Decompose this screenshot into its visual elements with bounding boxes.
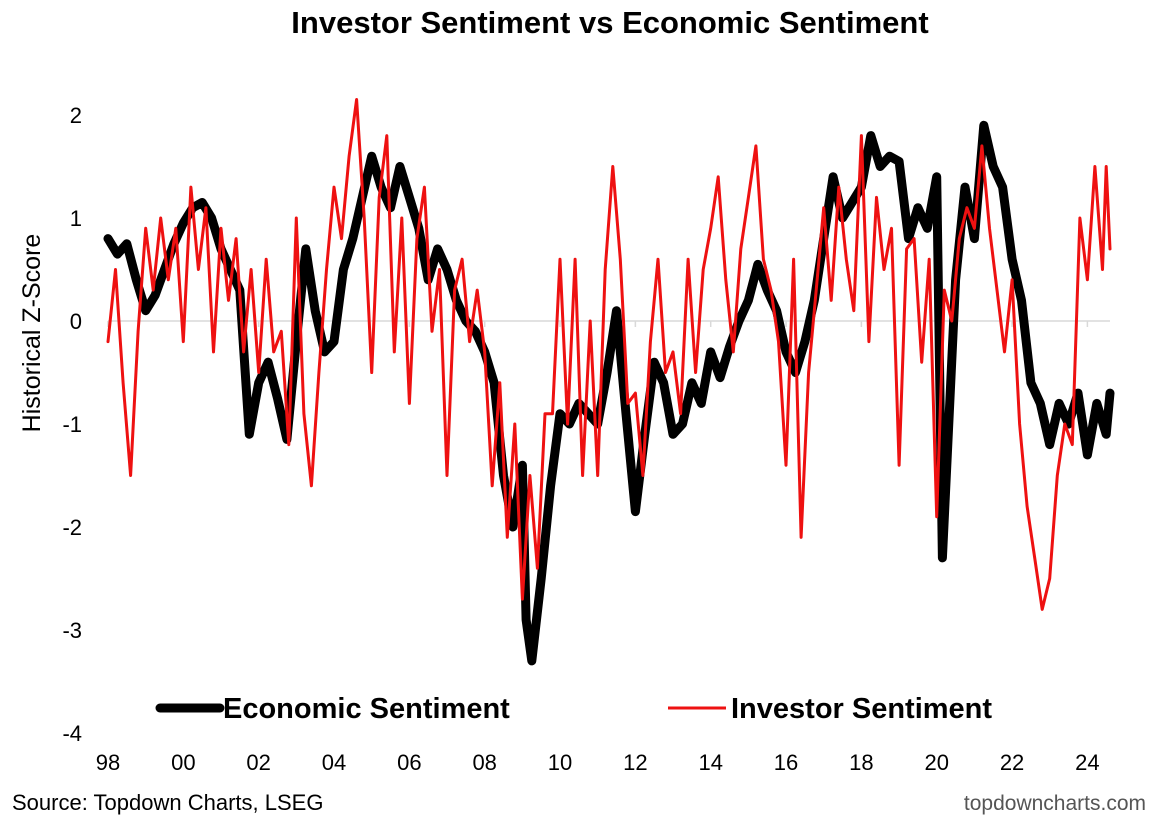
x-tick-label: 24 bbox=[1075, 750, 1099, 775]
y-tick-label: 2 bbox=[70, 103, 82, 128]
x-tick-label: 14 bbox=[698, 750, 722, 775]
x-tick-label: 18 bbox=[849, 750, 873, 775]
x-tick-label: 10 bbox=[548, 750, 572, 775]
y-tick-label: -4 bbox=[62, 721, 82, 746]
y-axis-ticks: 2 1 0 -1 -2 -3 -4 bbox=[62, 103, 82, 746]
legend: Economic Sentiment Investor Sentiment bbox=[155, 693, 992, 725]
x-tick-label: 22 bbox=[1000, 750, 1024, 775]
y-tick-label: -3 bbox=[62, 618, 82, 643]
legend-label-economic: Economic Sentiment bbox=[223, 693, 510, 725]
series-line-investor-sentiment bbox=[106, 98, 1112, 611]
x-axis-ticks: 98 00 02 04 06 08 10 12 14 16 18 20 22 24 bbox=[96, 750, 1100, 775]
x-tick-label: 00 bbox=[171, 750, 195, 775]
x-tick-label: 98 bbox=[96, 750, 120, 775]
series-layer bbox=[103, 98, 1115, 666]
y-axis-label: Historical Z-Score bbox=[18, 234, 46, 433]
x-tick-label: 16 bbox=[774, 750, 798, 775]
x-tick-label: 02 bbox=[246, 750, 270, 775]
source-note: Source: Topdown Charts, LSEG bbox=[12, 790, 323, 815]
series-line-economic-sentiment bbox=[103, 120, 1115, 666]
x-tick-label: 20 bbox=[924, 750, 948, 775]
y-tick-label: -1 bbox=[62, 412, 82, 437]
brand-watermark: topdowncharts.com bbox=[964, 792, 1146, 815]
y-tick-label: 0 bbox=[70, 309, 82, 334]
x-tick-label: 04 bbox=[322, 750, 346, 775]
y-tick-label: -2 bbox=[62, 515, 82, 540]
x-tick-label: 06 bbox=[397, 750, 421, 775]
y-tick-label: 1 bbox=[70, 206, 82, 231]
x-tick-label: 12 bbox=[623, 750, 647, 775]
legend-label-investor: Investor Sentiment bbox=[731, 693, 992, 725]
x-tick-label: 08 bbox=[472, 750, 496, 775]
chart-title: Investor Sentiment vs Economic Sentiment bbox=[291, 5, 928, 40]
